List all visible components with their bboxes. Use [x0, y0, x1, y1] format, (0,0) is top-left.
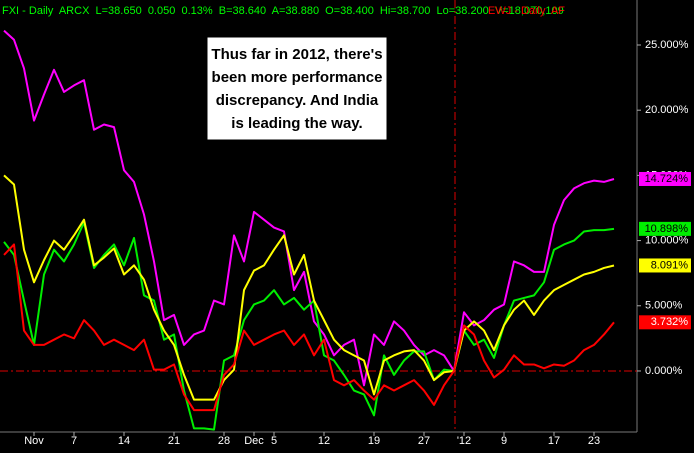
series-line	[3, 29, 615, 387]
x-tick-label: 7	[71, 435, 77, 447]
x-tick-label: 9	[501, 435, 507, 447]
annotation-line: Thus far in 2012, there's	[211, 46, 382, 63]
value-label: 10.898%	[645, 223, 689, 235]
value-tag	[639, 315, 691, 330]
x-tick-label: 17	[548, 435, 560, 447]
y-tick-label: 10.000%	[645, 234, 689, 246]
x-tick-label: 28	[218, 435, 230, 447]
value-tag	[639, 171, 691, 186]
x-tick-label: 12	[318, 435, 330, 447]
x-tick-label: Nov	[24, 435, 44, 447]
y-tick-label: 0.000%	[645, 365, 683, 377]
annotation-line: been more performance	[212, 69, 383, 86]
header-quote: EWJ - Daily AF	[488, 5, 565, 17]
value-label: 8.091%	[651, 259, 689, 271]
x-tick-label: 19	[368, 435, 380, 447]
value-tag	[639, 221, 691, 236]
annotation-box	[206, 36, 388, 141]
x-tick-label: 23	[588, 435, 600, 447]
annotation-line: is leading the way.	[231, 115, 362, 132]
value-label: 3.732%	[651, 316, 689, 328]
annotation-line: discrepancy. And India	[216, 92, 379, 109]
y-tick-label: 5.000%	[645, 300, 683, 312]
series-line	[3, 221, 615, 431]
value-tag	[639, 258, 691, 273]
value-label: 14.724%	[645, 173, 689, 185]
y-tick-label: 25.000%	[645, 39, 689, 51]
series-line	[3, 174, 615, 401]
x-tick-label: 27	[418, 435, 430, 447]
x-tick-label: Dec	[244, 435, 264, 447]
series-line	[3, 243, 615, 412]
header-quote: FXI - Daily ARCX L=38.650 0.050 0.13% B=…	[2, 5, 564, 17]
x-tick-label: '12	[457, 435, 471, 447]
x-tick-label: 5	[271, 435, 277, 447]
x-tick-label: 14	[118, 435, 130, 447]
x-tick-label: 21	[168, 435, 180, 447]
y-tick-label: 20.000%	[645, 104, 689, 116]
